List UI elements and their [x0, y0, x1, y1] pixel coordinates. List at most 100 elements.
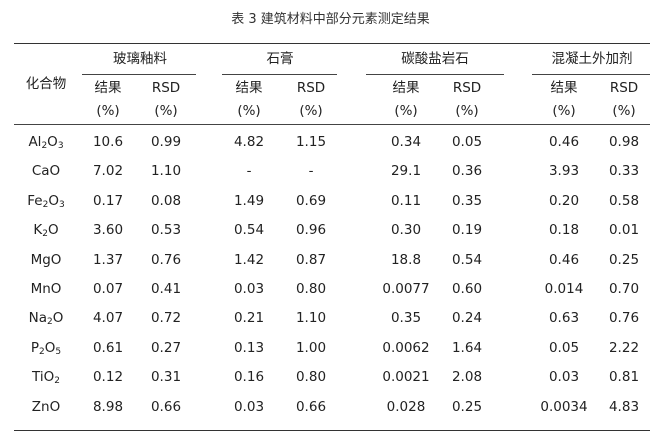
result-cell: 0.11: [390, 193, 422, 209]
rsd-cell: 0.53: [150, 222, 182, 238]
rsd-cell: 0.01: [608, 222, 640, 238]
result-cell: 0.21: [233, 310, 265, 326]
result-cell: 1.49: [233, 193, 265, 209]
rsd-cell: 0.70: [608, 281, 640, 297]
col-header-result: 结果: [94, 80, 122, 96]
rsd-cell: 0.66: [150, 399, 182, 415]
result-cell: 29.1: [390, 163, 422, 179]
result-cell: 18.8: [390, 252, 422, 268]
rsd-cell: 0.99: [150, 134, 182, 150]
result-cell: 0.17: [92, 193, 124, 209]
result-cell: 0.07: [92, 281, 124, 297]
row-header-compound: 化合物: [25, 76, 67, 92]
group-header-1: 玻璃釉料: [113, 51, 167, 67]
rsd-cell: 0.96: [295, 222, 327, 238]
col-header-rsd: RSD: [452, 80, 482, 96]
col-header-unit: (%): [299, 103, 323, 119]
result-cell: 4.82: [233, 134, 265, 150]
result-cell: 0.16: [233, 369, 265, 385]
compound-name: P2O5: [30, 340, 62, 357]
top-rule: [14, 43, 650, 44]
rsd-cell: 0.05: [451, 134, 483, 150]
result-cell: 0.03: [233, 281, 265, 297]
rsd-cell: 1.15: [295, 134, 327, 150]
group-header-2: 石膏: [266, 51, 294, 67]
col-header-unit: (%): [394, 103, 418, 119]
rsd-cell: 1.00: [295, 340, 327, 356]
rsd-cell: 0.87: [295, 252, 327, 268]
col-header-unit: (%): [96, 103, 120, 119]
result-cell: 0.05: [548, 340, 580, 356]
result-cell: 0.35: [390, 310, 422, 326]
result-cell: 0.03: [233, 399, 265, 415]
group-header-4: 混凝土外加剂: [551, 51, 633, 67]
result-cell: 0.61: [92, 340, 124, 356]
compound-name: TiO2: [32, 369, 60, 386]
rsd-cell: 0.81: [608, 369, 640, 385]
rsd-cell: 0.80: [295, 281, 327, 297]
result-cell: 0.03: [548, 369, 580, 385]
compound-name: K2O: [33, 222, 59, 239]
col-header-unit: (%): [237, 103, 261, 119]
result-cell: 7.02: [92, 163, 124, 179]
rsd-cell: 0.36: [451, 163, 483, 179]
group-header-3: 碳酸盐岩石: [401, 51, 469, 67]
rsd-cell: 1.64: [451, 340, 483, 356]
result-cell: 0.46: [548, 252, 580, 268]
group-underline-4: [532, 74, 650, 75]
group-underline-3: [366, 74, 504, 75]
rsd-cell: 0.72: [150, 310, 182, 326]
result-cell: 0.0021: [382, 369, 430, 385]
result-cell: 3.60: [92, 222, 124, 238]
compound-name: ZnO: [31, 399, 61, 415]
result-cell: 10.6: [92, 134, 124, 150]
col-header-result: 结果: [550, 80, 578, 96]
result-cell: 1.42: [233, 252, 265, 268]
result-cell: 0.63: [548, 310, 580, 326]
result-cell: 0.30: [390, 222, 422, 238]
result-cell: -: [246, 163, 252, 179]
rsd-cell: 1.10: [295, 310, 327, 326]
rsd-cell: 2.22: [608, 340, 640, 356]
rsd-cell: 0.19: [451, 222, 483, 238]
result-cell: 3.93: [548, 163, 580, 179]
rsd-cell: 0.25: [608, 252, 640, 268]
result-cell: 0.028: [386, 399, 426, 415]
compound-name: MgO: [30, 252, 62, 268]
header-bottom-rule: [14, 124, 650, 125]
col-header-unit: (%): [552, 103, 576, 119]
col-header-result: 结果: [235, 80, 263, 96]
rsd-cell: 0.25: [451, 399, 483, 415]
compound-name: CaO: [31, 163, 61, 179]
result-cell: 0.13: [233, 340, 265, 356]
result-cell: 0.0077: [382, 281, 430, 297]
rsd-cell: 0.98: [608, 134, 640, 150]
result-cell: 0.54: [233, 222, 265, 238]
rsd-cell: 0.41: [150, 281, 182, 297]
rsd-cell: 0.33: [608, 163, 640, 179]
rsd-cell: 0.66: [295, 399, 327, 415]
rsd-cell: -: [308, 163, 314, 179]
compound-name: MnO: [30, 281, 62, 297]
rsd-cell: 4.83: [608, 399, 640, 415]
result-cell: 0.46: [548, 134, 580, 150]
rsd-cell: 0.08: [150, 193, 182, 209]
result-cell: 1.37: [92, 252, 124, 268]
result-cell: 8.98: [92, 399, 124, 415]
result-cell: 0.34: [390, 134, 422, 150]
result-cell: 0.20: [548, 193, 580, 209]
rsd-cell: 0.58: [608, 193, 640, 209]
result-cell: 0.014: [544, 281, 584, 297]
rsd-cell: 0.24: [451, 310, 483, 326]
table-caption: 表 3 建筑材料中部分元素测定结果: [231, 12, 430, 27]
col-header-result: 结果: [392, 80, 420, 96]
col-header-rsd: RSD: [296, 80, 326, 96]
rsd-cell: 0.31: [150, 369, 182, 385]
result-cell: 0.12: [92, 369, 124, 385]
col-header-unit: (%): [154, 103, 178, 119]
compound-name: Al2O3: [28, 134, 64, 151]
result-cell: 0.18: [548, 222, 580, 238]
rsd-cell: 0.76: [608, 310, 640, 326]
compound-name: Fe2O3: [27, 193, 65, 210]
col-header-unit: (%): [612, 103, 636, 119]
